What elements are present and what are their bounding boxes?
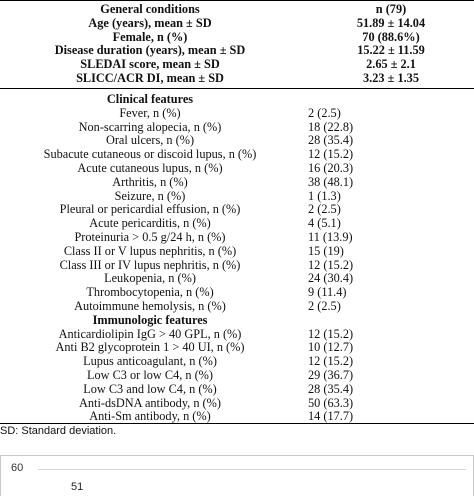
row-value: 50 (63.3) xyxy=(308,395,354,410)
row-label: Anti B2 glycoprotein 1 > 40 UI, n (%) xyxy=(55,340,245,355)
row-value: 2.65 ± 2.1 xyxy=(366,57,416,72)
table-row: Arthritis, n (%) 38 (48.1) xyxy=(0,174,474,190)
table-row: Pleural or pericardial effusion, n (%) 2 … xyxy=(0,203,474,217)
row-label: Anti-Sm antibody, n (%) xyxy=(89,409,211,424)
row-label: Autoimmune hemolysis, n (%) xyxy=(74,298,226,313)
row-label: Acute pericarditis, n (%) xyxy=(89,216,211,231)
row-value: n (79) xyxy=(375,2,407,16)
row-value: 12 (15.2) xyxy=(308,354,354,369)
table-footnote: SD: Standard deviation. xyxy=(0,425,117,437)
section-title: Clinical features xyxy=(0,92,474,107)
row-label: Anticardiolipin IgG > 40 GPL, n (%) xyxy=(58,326,242,341)
row-value: 2 (2.5) xyxy=(308,105,341,120)
gridline xyxy=(38,469,466,470)
table-row: Low C3 and low C4, n (%) 28 (35.4) xyxy=(0,381,474,397)
row-value: 14 (17.7) xyxy=(308,409,354,424)
table-row: Anti-Sm antibody, n (%) 14 (17.7) xyxy=(0,410,474,424)
table-mid-rule xyxy=(0,88,474,89)
row-label: Proteinuria > 0.5 g/24 h, n (%) xyxy=(74,229,226,244)
table-row: Thrombocytopenia, n (%) 9 (11.4) xyxy=(0,285,474,300)
row-label: Pleural or pericardial effusion, n (%) xyxy=(59,202,241,217)
table-row: Female, n (%) 70 (88.6%) xyxy=(0,29,474,45)
row-label: SLICC/ACR DI, mean ± SD xyxy=(76,70,224,85)
row-value: 11 (13.9) xyxy=(308,229,353,244)
table-row: Acute cutaneous lupus, n (%) 16 (20.3) xyxy=(0,160,474,176)
row-label: Leukopenia, n (%) xyxy=(104,271,196,286)
row-value: 12 (15.2) xyxy=(308,147,354,162)
row-value: 4 (5.1) xyxy=(308,216,341,231)
row-label: Acute cutaneous lupus, n (%) xyxy=(77,160,223,175)
section-title: Immunologic features xyxy=(0,312,474,328)
table-row: SLICC/ACR DI, mean ± SD 3.23 ± 1.35 xyxy=(0,70,474,86)
row-label: Arthritis, n (%) xyxy=(112,174,188,189)
row-value: 38 (48.1) xyxy=(308,174,354,189)
row-label: Subacute cutaneous or discoid lupus, n (… xyxy=(43,147,257,162)
table-row: Acute pericarditis, n (%) 4 (5.1) xyxy=(0,216,474,231)
row-label: Age (years), mean ± SD xyxy=(88,15,212,30)
row-value: 2 (2.5) xyxy=(308,202,341,217)
row-label: Anti-dsDNA antibody, n (%) xyxy=(79,395,221,410)
row-label: Low C3 and low C4, n (%) xyxy=(83,381,217,396)
bar-data-label: 51 xyxy=(71,481,84,493)
table-row: Anti B2 glycoprotein 1 > 40 UI, n (%) 10 … xyxy=(0,341,474,355)
row-label: Seizure, n (%) xyxy=(114,188,186,203)
row-value: 70 (88.6%) xyxy=(362,29,420,44)
row-value: 24 (30.4) xyxy=(308,271,354,286)
table-row: Class III or IV lupus nephritis, n (%) 12… xyxy=(0,257,474,273)
row-label: Lupus anticoagulant, n (%) xyxy=(83,354,217,369)
row-label: SLEDAI score, mean ± SD xyxy=(80,57,220,72)
row-value: 10 (12.7) xyxy=(308,340,354,355)
row-value: 1 (1.3) xyxy=(308,188,341,203)
row-label: General conditions xyxy=(100,2,200,16)
table-row: Age (years), mean ± SD 51.89 ± 14.04 xyxy=(0,15,474,31)
row-value: 51.89 ± 14.04 xyxy=(356,15,426,30)
row-value: 29 (36.7) xyxy=(308,367,354,382)
row-label: Class II or V lupus nephritis, n (%) xyxy=(63,243,237,258)
table-row: Seizure, n (%) 1 (1.3) xyxy=(0,188,474,204)
table-row: Proteinuria > 0.5 g/24 h, n (%) 11 (13.9) xyxy=(0,229,474,245)
table-row: SLEDAI score, mean ± SD 2.65 ± 2.1 xyxy=(0,57,474,72)
table-row: Anti-dsDNA antibody, n (%) 50 (63.3) xyxy=(0,395,474,411)
y-tick-label: 60 xyxy=(11,462,24,474)
row-label: Class III or IV lupus nephritis, n (%) xyxy=(59,257,241,272)
table-row: Subacute cutaneous or discoid lupus, n (… xyxy=(0,147,474,162)
row-label: Female, n (%) xyxy=(112,29,188,44)
row-value: 9 (11.4) xyxy=(308,285,347,300)
table-row: General conditions n (79) xyxy=(0,2,474,17)
table-row: Oral ulcers, n (%) 28 (35.4) xyxy=(0,134,474,148)
row-value: 15 (19) xyxy=(308,243,344,258)
row-label: Disease duration (years), mean ± SD xyxy=(54,43,246,58)
row-value: 28 (35.4) xyxy=(308,133,354,148)
row-value: 2 (2.5) xyxy=(308,298,341,313)
row-label: Low C3 or low C4, n (%) xyxy=(86,367,214,382)
row-label: Oral ulcers, n (%) xyxy=(105,133,195,148)
row-value: 15.22 ± 11.59 xyxy=(357,43,425,58)
row-value: 28 (35.4) xyxy=(308,381,354,396)
table-bottom-rule xyxy=(0,423,474,424)
table-row: Autoimmune hemolysis, n (%) 2 (2.5) xyxy=(0,298,474,314)
table-row: Class II or V lupus nephritis, n (%) 15 (… xyxy=(0,243,474,259)
row-value: 18 (22.8) xyxy=(308,119,354,134)
table-row: Anticardiolipin IgG > 40 GPL, n (%) 12 (1… xyxy=(0,326,474,342)
table-row: Disease duration (years), mean ± SD 15.22… xyxy=(0,44,474,58)
row-label: Non-scarring alopecia, n (%) xyxy=(78,119,222,134)
row-value: 16 (20.3) xyxy=(308,160,354,175)
row-label: Thrombocytopenia, n (%) xyxy=(86,285,214,300)
section-title-text: Immunologic features xyxy=(92,312,208,327)
table-top-rule xyxy=(0,0,474,1)
table-row: Lupus anticoagulant, n (%) 12 (15.2) xyxy=(0,354,474,369)
section-title-text: Clinical features xyxy=(106,92,194,106)
row-value: 3.23 ± 1.35 xyxy=(363,70,419,85)
row-label: Fever, n (%) xyxy=(119,105,181,120)
table-row: Low C3 or low C4, n (%) 29 (36.7) xyxy=(0,367,474,383)
table-row: Fever, n (%) 2 (2.5) xyxy=(0,105,474,121)
table-row: Leukopenia, n (%) 24 (30.4) xyxy=(0,272,474,286)
row-value: 12 (15.2) xyxy=(308,326,354,341)
row-value: 12 (15.2) xyxy=(308,257,354,272)
table-row: Non-scarring alopecia, n (%) 18 (22.8) xyxy=(0,119,474,135)
chart-fragment: 60 51 xyxy=(0,452,474,496)
